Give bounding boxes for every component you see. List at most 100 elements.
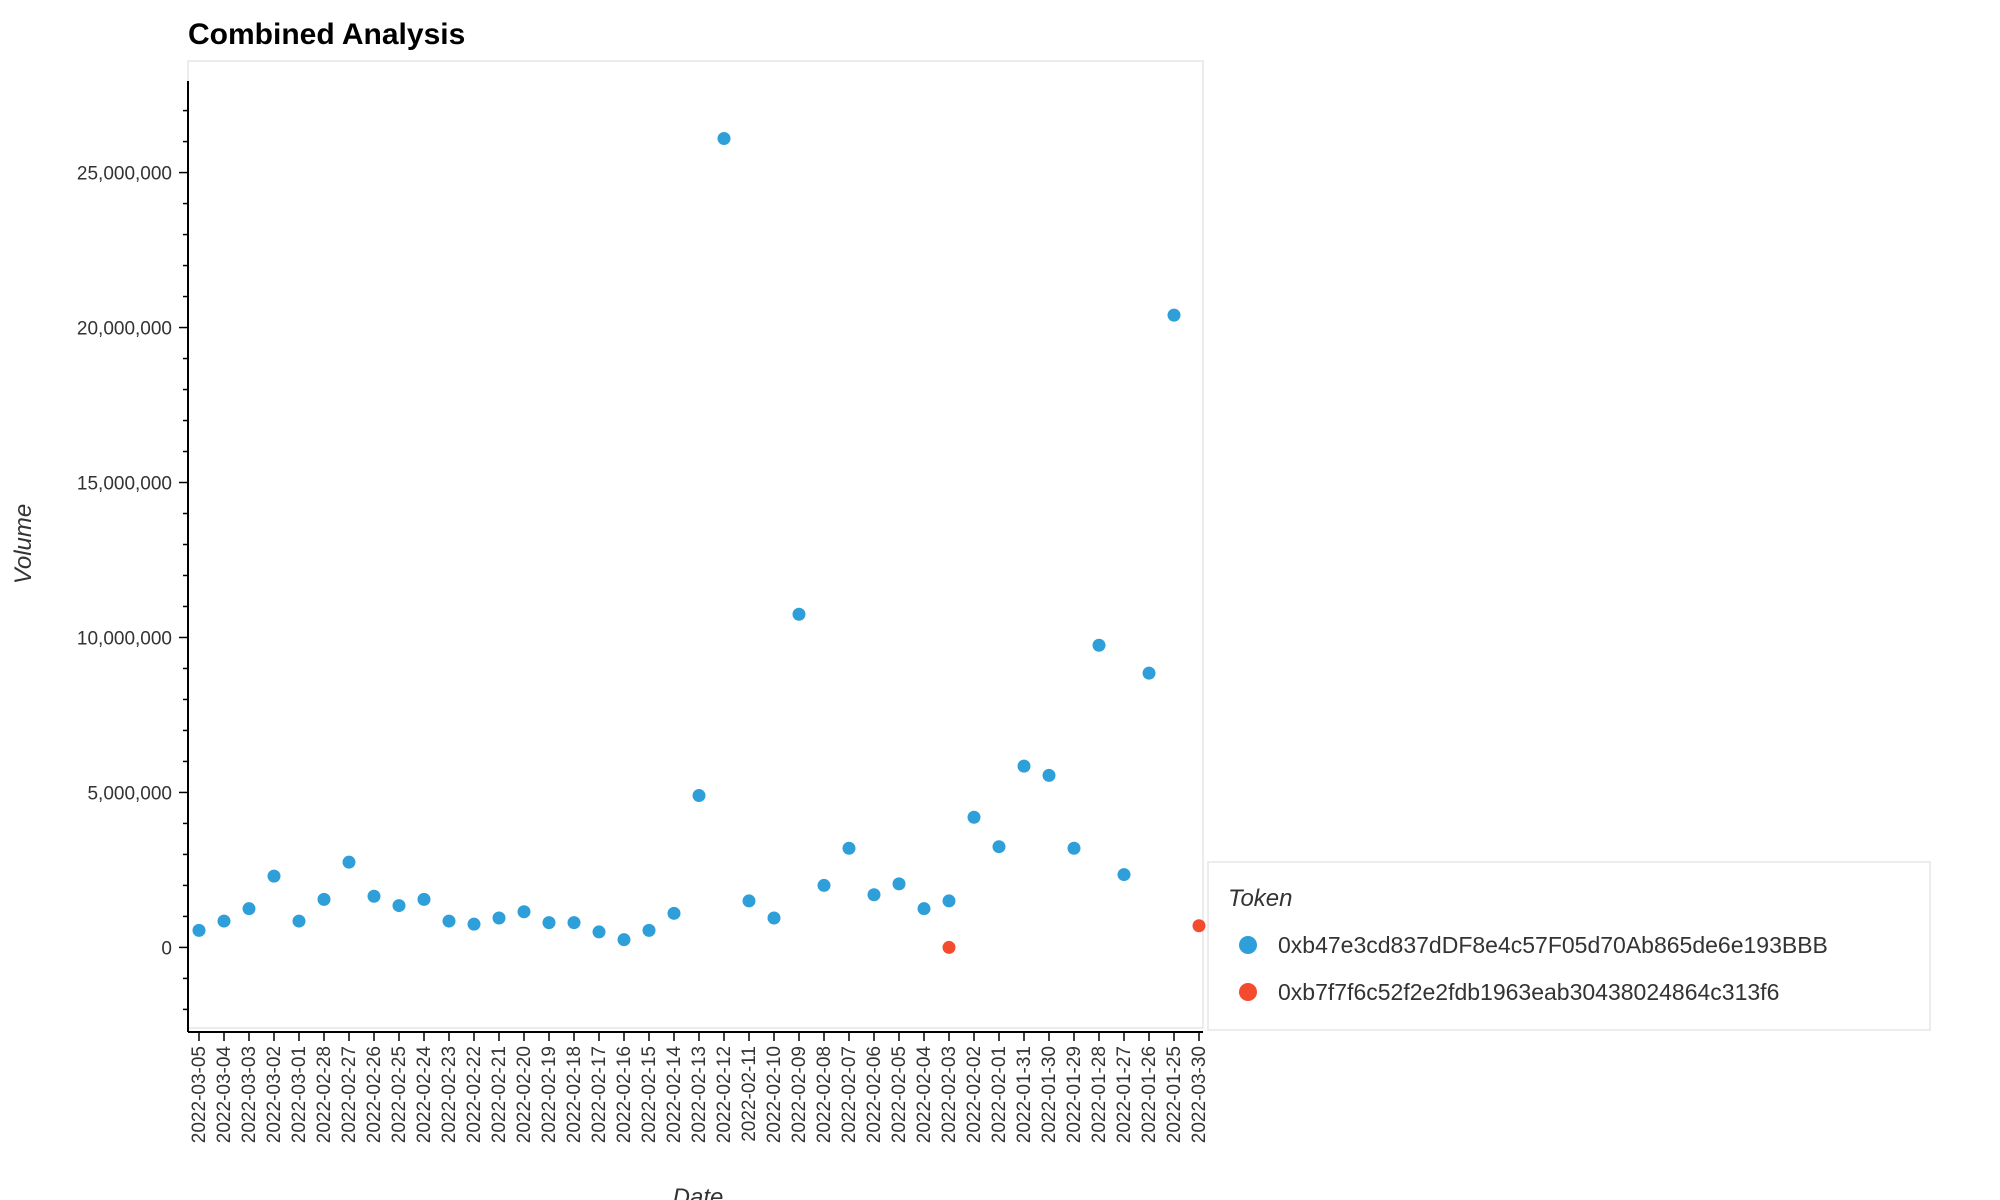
data-point-series-1 xyxy=(492,911,506,925)
x-tick-label: 2022-02-04 xyxy=(914,1046,935,1144)
data-point-series-1 xyxy=(1117,868,1131,882)
data-point-series-1 xyxy=(317,892,331,906)
data-point-series-1 xyxy=(617,933,631,947)
data-point-series-1 xyxy=(367,889,381,903)
data-point-series-1 xyxy=(217,914,231,928)
data-point-series-1 xyxy=(392,899,406,913)
data-point-series-1 xyxy=(1067,841,1081,855)
data-point-series-1 xyxy=(692,789,706,803)
x-tick-label: 2022-02-12 xyxy=(714,1046,735,1143)
data-point-series-1 xyxy=(292,914,306,928)
x-tick-label: 2022-03-01 xyxy=(289,1046,310,1143)
legend-label-series-2: 0xb7f7f6c52f2e2fdb1963eab30438024864c313… xyxy=(1278,979,1779,1005)
plot-area xyxy=(187,60,1204,1029)
data-point-series-1 xyxy=(342,855,356,869)
legend-box xyxy=(1207,861,1931,1031)
legend-label-series-1: 0xb47e3cd837dDF8e4c57F05d70Ab865de6e193B… xyxy=(1278,932,1828,958)
x-tick-label: 2022-02-15 xyxy=(639,1046,660,1143)
y-tick-label: 20,000,000 xyxy=(77,319,172,340)
x-tick-label: 2022-02-22 xyxy=(464,1046,485,1143)
x-tick-label: 2022-02-25 xyxy=(389,1046,410,1143)
legend-marker-series-2 xyxy=(1239,983,1257,1001)
data-point-series-1 xyxy=(567,916,581,930)
x-tick-label: 2022-01-29 xyxy=(1064,1046,1085,1143)
x-tick-label: 2022-02-16 xyxy=(614,1046,635,1143)
data-point-series-1 xyxy=(667,906,681,920)
y-axis-title: Volume xyxy=(10,504,37,584)
data-point-series-2 xyxy=(1192,919,1206,933)
x-tick-label: 2022-02-01 xyxy=(989,1046,1010,1143)
x-tick-label: 2022-01-28 xyxy=(1089,1046,1110,1143)
y-tick-label: 0 xyxy=(161,938,172,959)
data-point-series-1 xyxy=(417,892,431,906)
x-tick-label: 2022-03-03 xyxy=(239,1046,260,1143)
x-tick-label: 2022-02-21 xyxy=(489,1046,510,1143)
x-tick-label: 2022-02-11 xyxy=(739,1046,760,1142)
x-tick-label: 2022-02-27 xyxy=(339,1046,360,1143)
x-tick-label: 2022-03-04 xyxy=(214,1046,235,1144)
x-tick-label: 2022-01-26 xyxy=(1139,1046,1160,1143)
x-tick-label: 2022-02-09 xyxy=(789,1046,810,1143)
x-tick-label: 2022-02-18 xyxy=(564,1046,585,1143)
data-point-series-2 xyxy=(942,940,956,954)
x-tick-label: 2022-02-23 xyxy=(439,1046,460,1143)
axes: 0 5,000,000 10,000,000 15,000,000 20,000,000… xyxy=(77,81,1210,1143)
data-point-series-1 xyxy=(467,917,481,931)
x-tick-label: 2022-02-10 xyxy=(764,1046,785,1143)
data-point-series-1 xyxy=(192,923,206,937)
x-tick-label: 2022-02-02 xyxy=(964,1046,985,1143)
data-point-series-1 xyxy=(792,607,806,621)
x-tick-label: 2022-02-20 xyxy=(514,1046,535,1143)
data-point-series-1 xyxy=(1017,759,1031,773)
data-point-series-1 xyxy=(542,916,556,930)
data-point-series-1 xyxy=(267,869,281,883)
data-point-series-1 xyxy=(992,840,1006,854)
data-point-series-1 xyxy=(442,914,456,928)
data-point-series-1 xyxy=(742,894,756,908)
data-point-series-1 xyxy=(917,902,931,916)
x-tick-label: 2022-02-26 xyxy=(364,1046,385,1143)
x-tick-label: 2022-03-05 xyxy=(189,1046,210,1143)
x-tick-label: 2022-02-06 xyxy=(864,1046,885,1143)
data-point-series-1 xyxy=(1167,308,1181,322)
x-tick-label: 2022-02-03 xyxy=(939,1046,960,1143)
x-tick-label: 2022-02-07 xyxy=(839,1046,860,1143)
x-tick-label: 2022-02-08 xyxy=(814,1046,835,1143)
data-point-series-1 xyxy=(1142,666,1156,680)
x-tick-label: 2022-01-25 xyxy=(1164,1046,1185,1143)
legend-title: Token xyxy=(1228,885,1293,912)
data-point-series-1 xyxy=(242,902,256,916)
x-tick-label: 2022-02-05 xyxy=(889,1046,910,1143)
x-tick-label: 2022-03-30 xyxy=(1189,1046,1210,1143)
x-tick-label: 2022-01-27 xyxy=(1114,1046,1135,1143)
x-tick-label: 2022-02-19 xyxy=(539,1046,560,1143)
x-tick-label: 2022-02-28 xyxy=(314,1046,335,1143)
data-point-series-1 xyxy=(1092,638,1106,652)
data-point-series-1 xyxy=(592,925,606,939)
data-point-series-1 xyxy=(967,810,981,824)
x-tick-label: 2022-03-02 xyxy=(264,1046,285,1143)
data-point-series-1 xyxy=(1042,768,1056,782)
data-point-series-1 xyxy=(717,131,731,145)
data-point-series-1 xyxy=(767,911,781,925)
data-point-series-1 xyxy=(842,841,856,855)
x-tick-label: 2022-02-24 xyxy=(414,1046,435,1144)
x-tick-label: 2022-01-31 xyxy=(1014,1046,1035,1143)
y-tick-label: 15,000,000 xyxy=(77,474,172,495)
x-tick-label: 2022-02-17 xyxy=(589,1046,610,1143)
data-point-series-1 xyxy=(642,923,656,937)
y-tick-label: 5,000,000 xyxy=(87,783,172,804)
x-tick-label: 2022-02-13 xyxy=(689,1046,710,1143)
data-point-series-1 xyxy=(892,877,906,891)
x-tick-label: 2022-01-30 xyxy=(1039,1046,1060,1143)
data-point-series-1 xyxy=(817,878,831,892)
legend: Token 0xb47e3cd837dDF8e4c57F05d70Ab865de… xyxy=(1207,861,1931,1031)
data-point-series-1 xyxy=(942,894,956,908)
data-points xyxy=(192,131,1206,954)
y-tick-label: 10,000,000 xyxy=(77,628,172,649)
chart-title: Combined Analysis xyxy=(188,18,465,51)
x-axis-title: Date xyxy=(673,1184,724,1200)
y-tick-label: 25,000,000 xyxy=(77,164,172,185)
data-point-series-1 xyxy=(867,888,881,902)
